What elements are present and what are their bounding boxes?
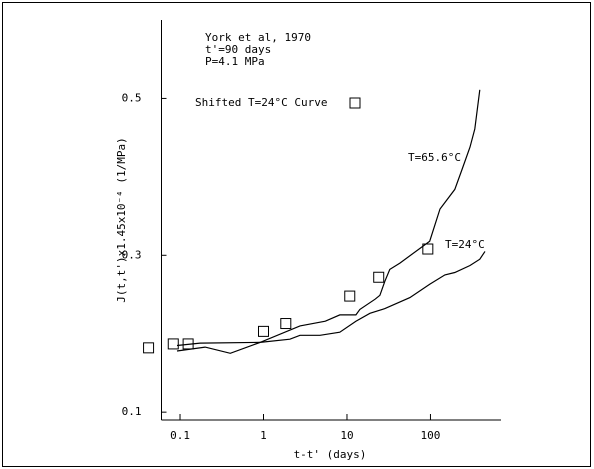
marker (257, 325, 269, 337)
annotation: P=4.1 MPa (205, 55, 265, 68)
marker (143, 342, 155, 354)
marker (373, 271, 385, 283)
x-tick-label: 100 (421, 429, 441, 442)
y-tick-label: 0.1 (122, 405, 142, 418)
y-tick-label: 0.5 (122, 91, 142, 104)
marker (167, 338, 179, 350)
annotation: t'=90 days (205, 43, 271, 56)
legend-label: Shifted T=24°C Curve (195, 96, 327, 109)
x-axis-label: t-t' (days) (294, 448, 367, 461)
marker (344, 290, 356, 302)
series-label: T=65.6°C (408, 151, 461, 164)
x-tick-label: 10 (340, 429, 353, 442)
y-tick-label: 0.3 (122, 248, 142, 261)
x-tick-label: 0.1 (170, 429, 190, 442)
series-line (176, 89, 481, 347)
legend-marker (349, 97, 361, 109)
annotation: York et al, 1970 (205, 31, 311, 44)
series-line (176, 251, 486, 354)
series-label: T=24°C (445, 238, 485, 251)
marker (280, 318, 292, 330)
y-axis-label: J(t,t')x1.45x10⁻⁴ (1/MPa) (115, 137, 128, 303)
marker (422, 243, 434, 255)
x-tick-label: 1 (260, 429, 267, 442)
